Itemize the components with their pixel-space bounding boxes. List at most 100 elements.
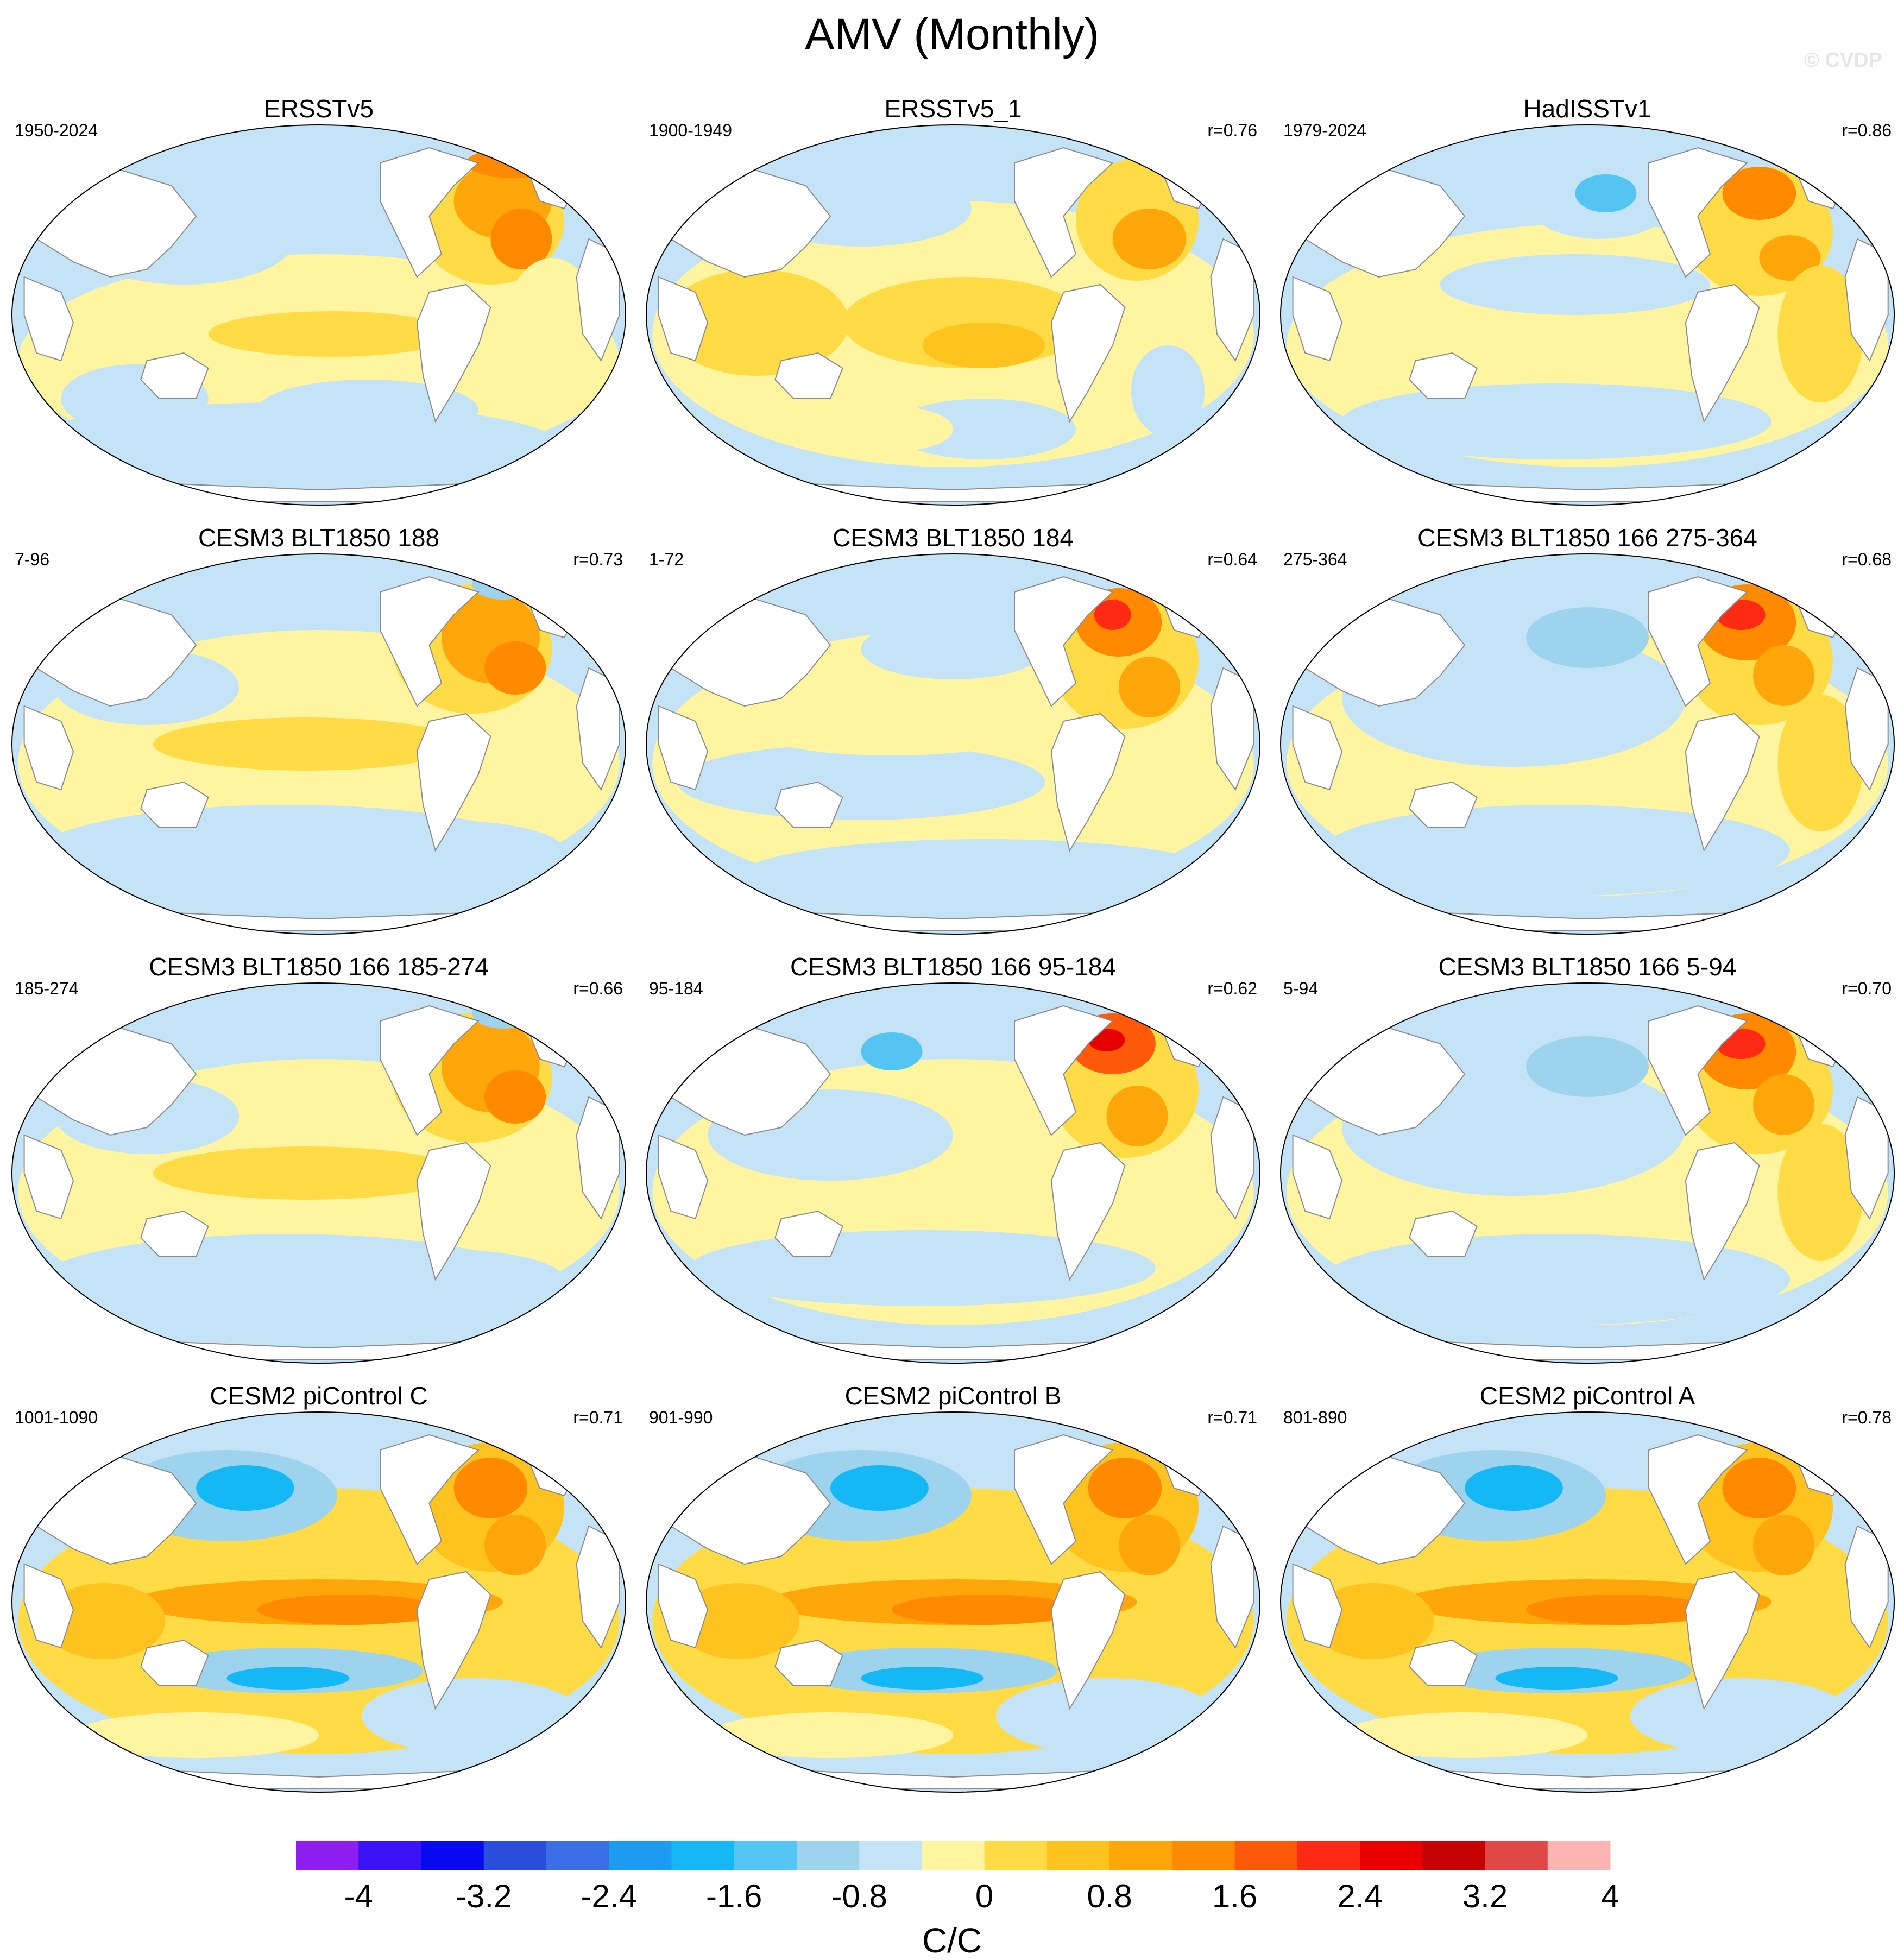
land-mass: [1409, 352, 1478, 399]
colorbar-swatch: [546, 1841, 609, 1870]
anomaly-contour: [861, 1032, 923, 1070]
map-panel: CESM3 BLT1850 166 95-184 95-184 r=0.62: [641, 950, 1265, 1374]
anomaly-contour: [708, 1712, 953, 1758]
panel-period: 1979-2024: [1283, 121, 1367, 140]
land-mass: [658, 276, 709, 362]
land-mass: [1648, 147, 1748, 278]
land-mass: [1014, 1005, 1114, 1136]
panel-period: 275-364: [1283, 550, 1347, 569]
panel-period: 5-94: [1283, 979, 1319, 998]
panel-correlation: r=0.64: [1207, 550, 1257, 569]
land-mass: [140, 781, 209, 828]
colorbar-tick-label: -4: [344, 1878, 373, 1914]
land-mass: [23, 1134, 74, 1220]
map-plot: [11, 124, 626, 506]
colorbar: -4 -3.2 -2.4 -1.6 -0.8 0 0.8 1.6 2.4 3.2 4 C/C: [296, 1841, 1619, 1960]
anomaly-contour: [677, 1583, 800, 1659]
panel-correlation: r=0.76: [1207, 121, 1257, 140]
anomaly-contour: [196, 1465, 294, 1511]
panel-period: 901-990: [649, 1408, 713, 1427]
map-plot: [11, 553, 626, 935]
panel-period: 1950-2024: [15, 121, 98, 140]
land-mass: [23, 276, 74, 362]
anomaly-contour: [226, 1667, 350, 1690]
land-mass: [1409, 781, 1478, 828]
colorbar-swatch: [1046, 1841, 1110, 1870]
land-mass: [1685, 1142, 1760, 1281]
anomaly-contour: [1342, 383, 1771, 459]
land-mass: [1648, 1005, 1748, 1136]
land-mass: [658, 1134, 709, 1220]
map-outline: [11, 1411, 626, 1793]
map-plot: [11, 982, 626, 1364]
anomaly-contour: [664, 269, 849, 376]
panel-title: ERSSTv5_1: [884, 94, 1022, 123]
map-plot: [646, 553, 1260, 935]
anomaly-contour: [1119, 657, 1181, 717]
panel-correlation: r=0.71: [1207, 1408, 1257, 1427]
land-mass: [774, 352, 843, 399]
anomaly-contour: [153, 1146, 460, 1200]
anomaly-contour: [1526, 607, 1649, 668]
anomaly-contour: [830, 406, 953, 452]
land-mass: [1292, 1134, 1343, 1220]
anomaly-contour: [1777, 695, 1864, 831]
colorbar-swatch: [483, 1841, 547, 1870]
panel-correlation: r=0.66: [573, 979, 623, 998]
land-mass: [140, 352, 209, 399]
anomaly-contour: [73, 1712, 319, 1758]
land-mass: [23, 1563, 74, 1649]
colorbar-label: C/C: [922, 1921, 982, 1960]
anomaly-contour: [1311, 1583, 1434, 1659]
panel-correlation: r=0.78: [1842, 1408, 1892, 1427]
map-outline: [1280, 982, 1895, 1364]
land-mass: [1292, 276, 1343, 362]
anomaly-contour: [677, 744, 1045, 820]
panel-title: CESM3 BLT1850 166 275-364: [1417, 524, 1757, 552]
watermark: © CVDP: [1804, 49, 1882, 72]
map-outline: [1280, 1411, 1895, 1793]
panel-title: CESM2 piControl A: [1479, 1382, 1695, 1410]
colorbar-swatch: [1297, 1841, 1360, 1870]
colorbar-swatch: [1234, 1841, 1298, 1870]
colorbar-tick-label: -1.6: [706, 1878, 762, 1914]
figure-title: AMV (Monthly): [804, 10, 1100, 59]
anomaly-contour: [1094, 600, 1131, 630]
land-mass: [1050, 1571, 1126, 1710]
anomaly-contour: [153, 717, 460, 771]
land-mass: [1050, 713, 1126, 852]
anomaly-contour: [1119, 1515, 1181, 1575]
anomaly-contour: [245, 186, 393, 254]
panel-title: CESM2 piControl C: [210, 1382, 428, 1410]
panel-period: 1900-1949: [649, 121, 733, 140]
anomaly-contour: [484, 641, 546, 695]
anomaly-contour: [892, 1595, 1076, 1625]
panel-period: 185-274: [15, 979, 79, 998]
land-mass: [1685, 283, 1760, 423]
colorbar-swatch: [671, 1841, 735, 1870]
land-mass: [1014, 576, 1114, 707]
land-mass: [380, 576, 480, 707]
land-mass: [1050, 1142, 1126, 1281]
colorbar-swatch: [1422, 1841, 1486, 1870]
land-mass: [380, 1434, 480, 1565]
land-mass: [416, 1571, 491, 1710]
panel-title: CESM3 BLT1850 188: [198, 524, 440, 552]
colorbar-swatch: [1547, 1841, 1611, 1870]
land-mass: [23, 705, 74, 791]
land-mass: [774, 1639, 843, 1686]
anomaly-contour: [484, 1070, 546, 1124]
colorbar-swatch: [421, 1841, 484, 1870]
map-outline: [646, 124, 1260, 506]
anomaly-contour: [484, 1515, 546, 1575]
anomaly-contour: [362, 1678, 583, 1754]
map-plot: [11, 1411, 626, 1793]
anomaly-contour: [257, 1595, 442, 1625]
anomaly-contour: [257, 380, 478, 440]
colorbar-swatch: [1485, 1841, 1548, 1870]
map-outline: [1280, 553, 1895, 935]
map-outline: [646, 553, 1260, 935]
anomaly-contour: [1753, 1074, 1815, 1135]
map-panel: CESM2 piControl B 901-990 r=0.71: [641, 1379, 1265, 1803]
map-outline: [11, 982, 626, 1364]
